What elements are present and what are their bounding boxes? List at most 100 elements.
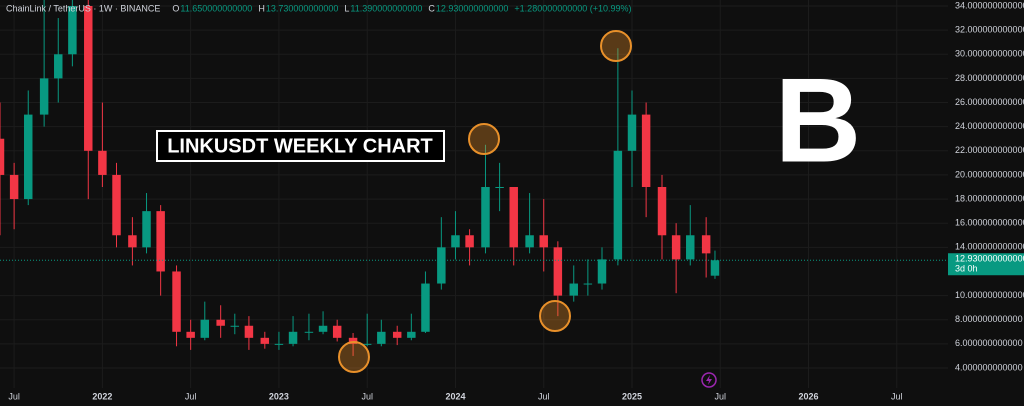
candle-body bbox=[627, 114, 637, 151]
candle-body bbox=[244, 325, 254, 338]
event-icon bbox=[701, 372, 717, 388]
ohlc-value: 12.930000000000 bbox=[436, 3, 509, 13]
y-tick-label: 34.000000000000 bbox=[955, 0, 1024, 10]
y-tick-label: 32.000000000000 bbox=[955, 25, 1024, 35]
candle-body bbox=[657, 187, 667, 236]
ohlc-key: L bbox=[344, 3, 349, 13]
candle-body bbox=[216, 319, 225, 326]
candle-body bbox=[98, 150, 107, 175]
highlight-circle bbox=[338, 341, 370, 373]
event-icon-bolt bbox=[706, 375, 712, 385]
candle-body bbox=[260, 337, 270, 344]
candle-body bbox=[39, 78, 49, 115]
y-tick-label: 18.000000000000 bbox=[955, 193, 1024, 203]
candle-body bbox=[539, 235, 548, 248]
x-tick-label: 2022 bbox=[92, 391, 112, 401]
y-tick-label: 16.000000000000 bbox=[955, 218, 1024, 228]
logo: B bbox=[775, 54, 862, 188]
candle-body bbox=[84, 6, 93, 151]
y-tick-label: 30.000000000000 bbox=[955, 49, 1024, 59]
y-tick-label: 20.000000000000 bbox=[955, 169, 1024, 179]
x-tick-label: 2024 bbox=[445, 391, 465, 401]
y-tick-label: 10.000000000000 bbox=[955, 290, 1024, 300]
ohlc-value: 13.730000000000 bbox=[266, 3, 339, 13]
highlight-circles bbox=[338, 30, 632, 373]
candle-body bbox=[142, 211, 151, 248]
candle-body bbox=[710, 260, 720, 276]
y-tick-label: 8.000000000000 bbox=[955, 314, 1023, 324]
ohlc-key: H bbox=[258, 3, 265, 13]
highlight-circle bbox=[468, 123, 500, 155]
candle-body bbox=[9, 174, 19, 200]
candles bbox=[0, 0, 720, 356]
candle-body bbox=[407, 331, 416, 338]
candle-body bbox=[421, 283, 430, 332]
candle-body bbox=[465, 235, 474, 248]
candle-body bbox=[332, 325, 342, 338]
x-tick-label: 2026 bbox=[799, 391, 819, 401]
candle-body bbox=[451, 235, 460, 248]
y-tick-label: 4.000000000000 bbox=[955, 362, 1023, 372]
candle-body bbox=[553, 247, 563, 296]
candle-body bbox=[54, 54, 63, 79]
candle-body bbox=[128, 235, 137, 248]
candle-body bbox=[437, 247, 446, 284]
candle-body bbox=[0, 138, 5, 175]
candle-body bbox=[156, 211, 165, 272]
candle-body bbox=[686, 235, 695, 260]
highlight-circle bbox=[539, 300, 571, 332]
x-tick-label: 2023 bbox=[269, 391, 289, 401]
candle-body bbox=[671, 235, 681, 260]
countdown: 3d 0h bbox=[955, 264, 978, 274]
x-tick-label: Jul bbox=[715, 391, 727, 401]
candle-body bbox=[495, 187, 504, 188]
ohlc-value: 11.390000000000 bbox=[350, 3, 422, 13]
candle-body bbox=[525, 235, 534, 248]
candle-body bbox=[481, 187, 490, 248]
candle-body bbox=[613, 150, 623, 260]
symbol: ChainLink / TetherUS · 1W · BINANCE bbox=[6, 3, 160, 13]
ohlc-value: 11.650000000000 bbox=[180, 3, 252, 13]
highlight-circle bbox=[600, 30, 632, 62]
candle-body bbox=[569, 283, 578, 296]
ohlc-key: O bbox=[172, 3, 179, 13]
candle-body bbox=[288, 331, 298, 344]
y-tick-label: 26.000000000000 bbox=[955, 97, 1024, 107]
x-tick-label: Jul bbox=[538, 391, 550, 401]
y-tick-label: 6.000000000000 bbox=[955, 338, 1023, 348]
candle-body bbox=[701, 235, 711, 254]
last-price-tag bbox=[948, 253, 1024, 276]
header: ChainLink / TetherUS · 1W · BINANCE O 11.6… bbox=[6, 3, 632, 13]
x-tick-label: Jul bbox=[185, 391, 197, 401]
candle-body bbox=[583, 283, 593, 285]
annotation: LINKUSDT WEEKLY CHART bbox=[167, 135, 433, 157]
candle-body bbox=[112, 174, 121, 236]
x-tick-label: Jul bbox=[8, 391, 20, 401]
annotation-box bbox=[156, 130, 445, 162]
candle-body bbox=[24, 114, 33, 200]
x-tick-label: Jul bbox=[361, 391, 373, 401]
candle-body bbox=[186, 331, 195, 338]
last-price-label: 12.930000000000 bbox=[955, 254, 1024, 264]
x-tick-label: Jul bbox=[891, 391, 903, 401]
x-tick-label: 2025 bbox=[622, 391, 642, 401]
candle-body bbox=[274, 343, 284, 345]
candle-body bbox=[348, 337, 358, 344]
candle-body bbox=[641, 114, 651, 187]
candle-body bbox=[392, 331, 402, 338]
y-tick-label: 22.000000000000 bbox=[955, 145, 1024, 155]
candle-body bbox=[68, 6, 77, 55]
candle-body bbox=[362, 343, 372, 345]
candle-body bbox=[377, 331, 386, 344]
candle-body bbox=[200, 319, 210, 338]
ohlc-key: C bbox=[428, 3, 435, 13]
y-tick-label: 28.000000000000 bbox=[955, 73, 1024, 83]
y-tick-label: 14.000000000000 bbox=[955, 242, 1024, 252]
candle-body bbox=[318, 325, 328, 332]
candle-body bbox=[230, 325, 240, 327]
candle-body bbox=[597, 259, 607, 284]
candle-body bbox=[172, 271, 181, 332]
change: +1.280000000000 (+10.99%) bbox=[514, 3, 631, 13]
